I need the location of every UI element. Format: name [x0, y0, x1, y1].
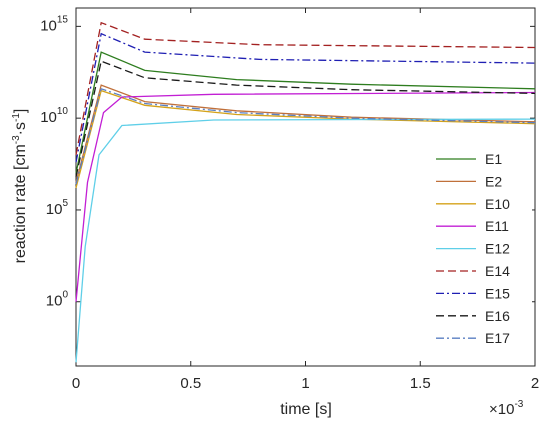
y-tick-label: 1015	[40, 14, 68, 34]
legend-label-e15: E15	[485, 285, 510, 301]
legend-box	[428, 144, 532, 356]
x-axis-label: time [s]	[280, 401, 332, 418]
legend-label-e17: E17	[485, 330, 510, 346]
legend-label-e16: E16	[485, 308, 510, 324]
series-line-e11	[75, 91, 536, 302]
y-axis-label: reaction rate [cm-3·s-1]	[11, 109, 29, 264]
x-tick-label: 1	[301, 375, 309, 392]
series-line-e1	[75, 51, 536, 174]
legend-label-e11: E11	[485, 218, 509, 234]
series-line-e17	[75, 87, 536, 185]
legend-label-e1: E1	[485, 151, 502, 167]
y-tick-label: 1010	[40, 106, 68, 126]
series-line-e2	[75, 84, 536, 183]
legend-label-e14: E14	[485, 263, 510, 279]
series-line-e12	[75, 118, 536, 363]
y-tick-label: 105	[46, 198, 69, 218]
x-multiplier: ×10-3	[489, 399, 524, 418]
legend-label-e2: E2	[485, 173, 502, 189]
series-line-e14	[75, 21, 536, 156]
series-lines	[75, 21, 536, 363]
series-line-e15	[75, 32, 536, 163]
x-tick-label: 1.5	[410, 375, 431, 392]
legend: E1 E2 E10 E11 E12 E14 E15 E16 E17	[428, 144, 532, 356]
series-line-e16	[75, 60, 536, 178]
legend-label-e10: E10	[485, 196, 510, 212]
x-tick-label: 0.5	[180, 375, 201, 392]
legend-label-e12: E12	[485, 241, 510, 257]
x-tick-label: 0	[72, 375, 80, 392]
y-tick-label: 100	[46, 290, 69, 310]
x-tick-label: 2	[531, 375, 539, 392]
tick-labels: 0 0.5 1 1.5 2 100 105 1010 1015	[40, 14, 539, 392]
